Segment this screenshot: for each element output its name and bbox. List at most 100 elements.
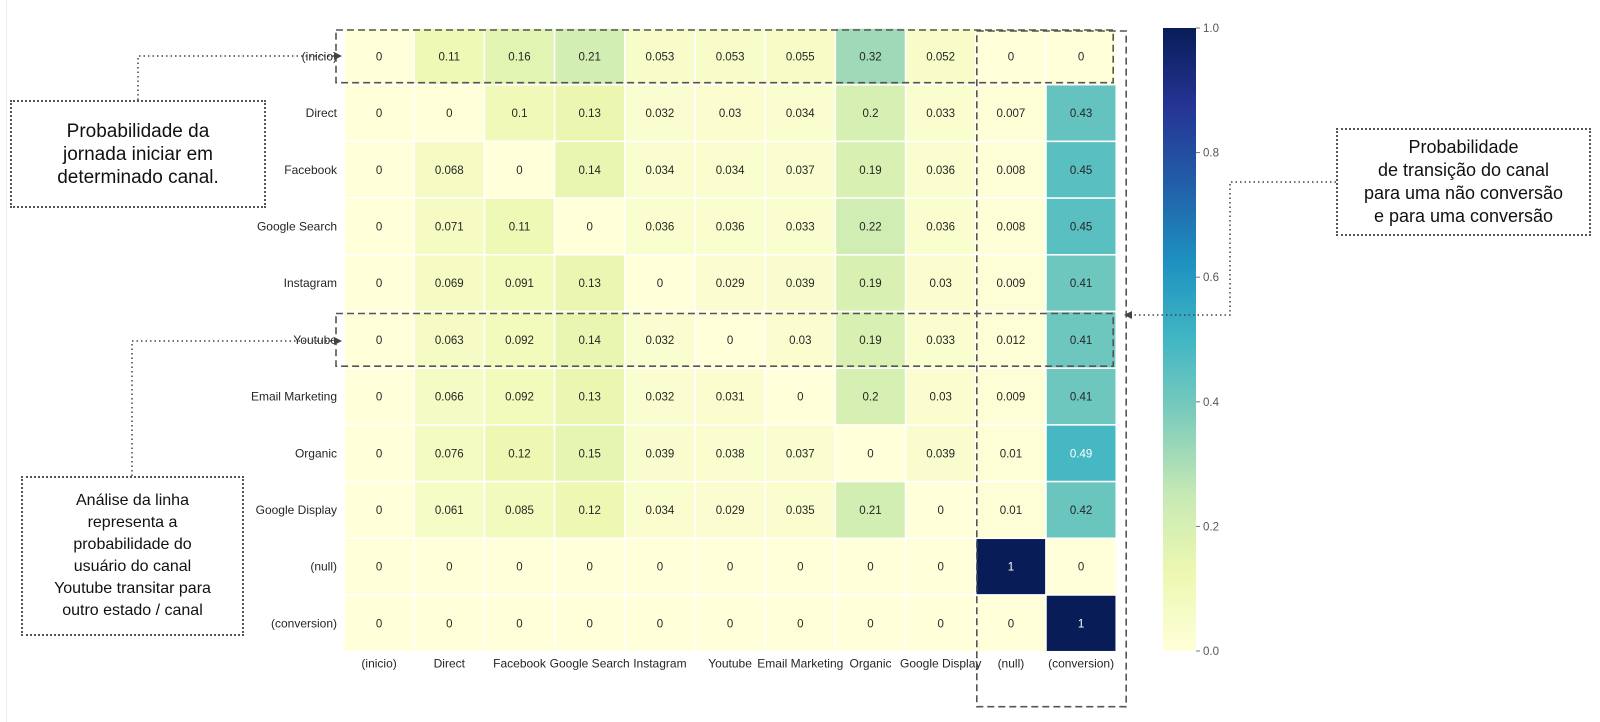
heatmap-cell-facebook-google-display xyxy=(904,140,977,199)
cell-value-label: 0.01 xyxy=(1000,505,1022,517)
column-label-email-marketing: Email Marketing xyxy=(757,657,843,671)
column-label-conversion: (conversion) xyxy=(1048,657,1114,671)
cell-value-label: 0 xyxy=(657,278,663,290)
cell-value-label: 0 xyxy=(867,448,873,460)
cell-value-label: 0.21 xyxy=(859,505,881,517)
heatmap-cell-facebook-conversion xyxy=(1045,140,1117,199)
heatmap-cell-null-email-marketing xyxy=(764,537,837,596)
cell-value-label: 0.1 xyxy=(512,108,528,120)
heatmap-cell-email-marketing-instagram xyxy=(624,367,696,426)
cell-value-label: 0.036 xyxy=(716,221,745,233)
heatmap-cell-youtube-youtube xyxy=(694,310,766,369)
cell-value-label: 0 xyxy=(657,618,663,630)
cell-value-label: 0.063 xyxy=(435,335,464,347)
heatmap-cell-inicio-email-marketing xyxy=(764,27,837,86)
cell-value-label: 0.03 xyxy=(789,335,811,347)
cell-value-label: 0.13 xyxy=(579,108,601,120)
cell-value-label: 0 xyxy=(376,448,382,460)
cell-value-label: 0 xyxy=(937,562,943,574)
cell-value-label: 0.092 xyxy=(505,335,534,347)
heatmap-cell-google-search-null xyxy=(975,197,1047,256)
row-label-google-display: Google Display xyxy=(256,503,337,517)
cell-value-label: 0.14 xyxy=(579,335,602,347)
heatmap-cell-direct-email-marketing xyxy=(764,83,837,143)
cell-value-label: 0 xyxy=(376,505,382,517)
cell-value-label: 1 xyxy=(1078,618,1084,630)
heatmap-cell-facebook-instagram xyxy=(624,140,696,199)
cell-value-label: 0.14 xyxy=(579,165,602,177)
heatmap-cell-organic-conversion xyxy=(1045,424,1117,483)
heatmap-cell-organic-youtube xyxy=(694,424,766,483)
cell-value-label: 0.11 xyxy=(439,51,461,63)
cell-value-label: 0.034 xyxy=(786,108,815,120)
heatmap-cell-instagram-direct xyxy=(413,254,486,313)
cell-value-label: 0.03 xyxy=(719,108,741,120)
heatmap-cell-google-display-email-marketing xyxy=(764,480,837,540)
cell-value-label: 0.061 xyxy=(435,505,464,517)
annotation-row-analysis: Análise da linha representa a probabilid… xyxy=(21,476,244,636)
column-label-inicio: (inicio) xyxy=(361,657,396,671)
heatmap-cell-google-display-facebook xyxy=(483,480,556,540)
cell-value-label: 0 xyxy=(937,505,943,517)
heatmap-cell-direct-conversion xyxy=(1045,83,1117,143)
column-label-youtube: Youtube xyxy=(708,657,752,671)
column-label-facebook: Facebook xyxy=(493,657,547,671)
row-label-email-marketing: Email Marketing xyxy=(251,390,337,404)
cell-value-label: 0.033 xyxy=(926,108,955,120)
cell-value-label: 0 xyxy=(376,392,382,404)
heatmap-cell-null-null xyxy=(975,537,1047,596)
cell-value-label: 0.012 xyxy=(997,335,1026,347)
cell-value-label: 0 xyxy=(797,618,803,630)
heatmap-cell-null-google-display xyxy=(904,537,977,596)
cell-value-label: 0.19 xyxy=(859,165,881,177)
heatmap-cell-instagram-organic xyxy=(834,254,907,313)
cell-value-label: 0.036 xyxy=(646,221,675,233)
row-label-organic: Organic xyxy=(295,446,337,460)
cell-value-label: 0.2 xyxy=(863,108,879,120)
cell-value-label: 0.076 xyxy=(435,448,464,460)
cell-value-label: 0 xyxy=(937,618,943,630)
heatmap-cell-inicio-direct xyxy=(413,27,486,86)
cell-value-label: 0.21 xyxy=(579,51,601,63)
cell-value-label: 0.068 xyxy=(435,165,464,177)
cell-value-label: 0.19 xyxy=(859,335,881,347)
cell-value-label: 0.038 xyxy=(716,448,745,460)
row-label-instagram: Instagram xyxy=(284,276,337,290)
heatmap-cell-google-search-google-display xyxy=(904,197,977,256)
heatmap-cell-email-marketing-google-display xyxy=(904,367,977,426)
cell-value-label: 0 xyxy=(797,562,803,574)
heatmap-cell-google-display-organic xyxy=(834,480,907,540)
heatmap-cell-instagram-null xyxy=(975,254,1047,313)
heatmap-cell-organic-organic xyxy=(834,424,907,483)
cell-value-label: 0.49 xyxy=(1070,448,1092,460)
cell-value-label: 0.052 xyxy=(926,51,955,63)
heatmap-cell-null-conversion xyxy=(1045,537,1117,596)
heatmap-cell-conversion-direct xyxy=(413,594,486,653)
cell-value-label: 0.008 xyxy=(997,221,1026,233)
cell-value-label: 0 xyxy=(1078,51,1084,63)
highlight-columns-null-conversion xyxy=(975,30,1127,708)
column-label-instagram: Instagram xyxy=(633,657,686,671)
heatmap-cells: 0 0.11 0.16 0.21 0.053 0.053 0.055 0.32 0.052 0 00… xyxy=(343,27,1117,653)
row-label-google-search: Google Search xyxy=(257,219,337,233)
colorbar-tick-label: 0.8 xyxy=(1203,148,1219,160)
heatmap-cell-organic-inicio xyxy=(343,424,415,483)
cell-value-label: 0 xyxy=(376,51,382,63)
cell-value-label: 0.037 xyxy=(786,165,815,177)
row-label-youtube: Youtube xyxy=(293,333,337,347)
cell-value-label: 0 xyxy=(1008,618,1014,630)
cell-value-label: 0.009 xyxy=(997,278,1026,290)
colorbar-tick-label: 0.6 xyxy=(1203,272,1219,284)
cell-value-label: 0 xyxy=(586,562,592,574)
heatmap-cell-null-facebook xyxy=(483,537,556,596)
connector-conversion-annotation xyxy=(1124,181,1336,319)
heatmap-cell-instagram-conversion xyxy=(1045,254,1117,313)
heatmap-cell-instagram-google-search xyxy=(553,254,626,313)
heatmap-cell-google-search-inicio xyxy=(343,197,415,256)
cell-value-label: 0.034 xyxy=(716,165,745,177)
heatmap-cell-organic-email-marketing xyxy=(764,424,837,483)
heatmap-cell-inicio-google-search xyxy=(553,27,626,86)
heatmap-cell-youtube-null xyxy=(975,310,1047,369)
cell-value-label: 0.069 xyxy=(435,278,464,290)
